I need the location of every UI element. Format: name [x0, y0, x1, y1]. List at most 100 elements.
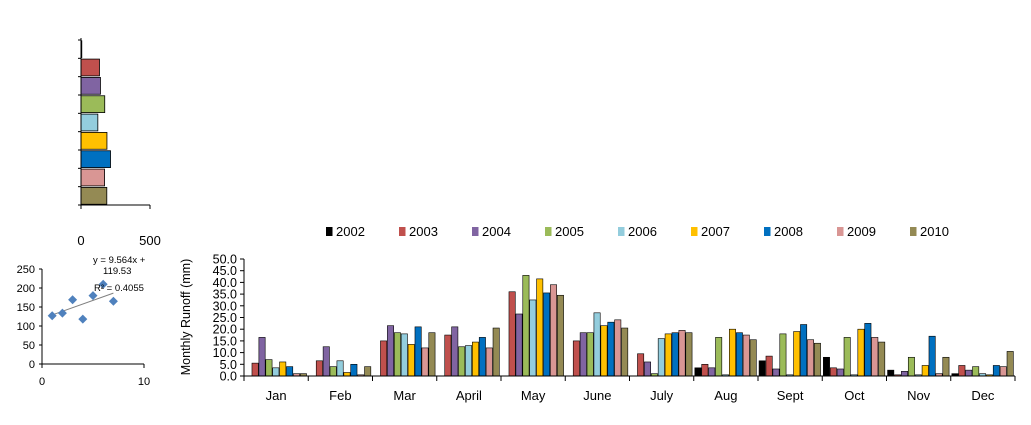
hbar-2006 [80, 113, 99, 132]
month-label-Aug: Aug [714, 388, 737, 403]
bar-Mar-2005 [393, 332, 401, 377]
bar-Aug-2010 [749, 339, 757, 377]
bar-Jan-2008 [286, 366, 294, 377]
bar-Aug-2009 [742, 334, 750, 377]
hbar-x-tick-label: 500 [139, 233, 161, 248]
scatter-point [88, 291, 98, 301]
month-label-Mar: Mar [393, 388, 416, 403]
bar-Mar-2010 [428, 332, 436, 377]
legend-swatch-2010 [910, 227, 917, 236]
bar-Feb-2004 [322, 346, 330, 377]
legend-label-2005: 2005 [555, 224, 584, 239]
bar-Feb-2008 [350, 363, 358, 377]
legend-swatch-2008 [764, 227, 771, 236]
r-squared-label: R² = 0.4055 [94, 283, 144, 294]
bar-April-2005 [458, 346, 466, 377]
bar-April-2003 [444, 334, 452, 377]
bar-June-2007 [600, 325, 608, 377]
bar-Feb-2003 [315, 360, 323, 377]
bar-April-2006 [465, 345, 473, 377]
legend-label-2007: 2007 [701, 224, 730, 239]
bar-Feb-2010 [364, 366, 372, 377]
hbar-2004 [80, 77, 101, 95]
scatter-y-tick-label: 200 [17, 283, 35, 295]
bar-July-2007 [664, 333, 672, 377]
scatter-point [108, 296, 118, 306]
bar-Feb-2005 [329, 366, 337, 377]
bar-June-2006 [593, 312, 601, 377]
scatter-point [57, 308, 67, 318]
legend-label-2004: 2004 [482, 224, 511, 239]
month-label-Nov: Nov [907, 388, 931, 403]
bar-June-2008 [607, 321, 615, 377]
bar-Aug-2008 [735, 332, 743, 377]
main-y-tick-label: 40.0 [213, 276, 237, 290]
month-label-July: July [650, 388, 674, 403]
bar-Sept-2005 [779, 333, 787, 377]
hbar-x-tick-label: 0 [77, 233, 84, 248]
annual-horizontal-bar-chart: 0 500 [77, 38, 161, 248]
bar-Mar-2009 [421, 347, 429, 377]
bar-July-2009 [678, 330, 686, 377]
bar-Aug-2003 [701, 363, 709, 377]
bar-Oct-2008 [864, 323, 872, 377]
bar-Jan-2006 [272, 367, 280, 377]
scatter-point [98, 279, 108, 289]
bar-Feb-2006 [336, 360, 344, 377]
bar-June-2004 [579, 332, 587, 377]
bar-May-2004 [515, 313, 523, 377]
bar-Jan-2003 [251, 362, 259, 377]
main-y-tick-label: 5.0 [220, 358, 237, 372]
hbar-2010 [80, 187, 108, 205]
bar-Mar-2008 [414, 326, 422, 377]
main-y-tick-label: 15.0 [213, 334, 237, 348]
legend-swatch-2009 [837, 227, 844, 236]
bar-Oct-2010 [878, 341, 886, 377]
bar-Aug-2007 [729, 328, 736, 377]
bar-Nov-2008 [928, 335, 936, 377]
scatter-point [47, 311, 57, 321]
hbar-2005 [80, 95, 106, 113]
bar-May-2008 [543, 292, 551, 377]
bar-April-2004 [451, 326, 459, 377]
bar-April-2010 [492, 327, 500, 377]
bar-April-2007 [472, 341, 479, 377]
bar-Mar-2003 [380, 340, 388, 377]
main-y-tick-label: 20.0 [213, 323, 237, 337]
legend-swatch-2005 [545, 227, 552, 236]
legend-label-2003: 2003 [409, 224, 438, 239]
legend-label-2008: 2008 [774, 224, 803, 239]
main-y-tick-label: 50.0 [213, 253, 237, 267]
bar-May-2006 [529, 299, 537, 377]
bar-April-2009 [485, 347, 493, 377]
bar-Dec-2010 [1006, 351, 1014, 377]
bar-Aug-2004 [708, 367, 716, 377]
hbar-2008 [80, 150, 111, 168]
month-label-Dec: Dec [971, 388, 995, 403]
scatter-y-tick-label: 100 [17, 321, 35, 333]
bar-July-2003 [637, 353, 645, 377]
bar-Oct-2007 [857, 328, 865, 377]
bar-Nov-2002 [887, 369, 895, 377]
bar-Oct-2005 [843, 337, 851, 377]
bar-June-2005 [586, 332, 594, 377]
legend-swatch-2002 [326, 227, 333, 236]
bar-Mar-2007 [407, 344, 415, 377]
bar-Jan-2007 [279, 361, 287, 377]
legend-label-2010: 2010 [920, 224, 949, 239]
main-y-tick-label: 10.0 [213, 346, 237, 360]
month-label-June: June [583, 388, 611, 403]
scatter-y-tick-label: 250 [17, 264, 35, 276]
trendline-equation-intercept: 119.53 [103, 266, 131, 277]
bar-Dec-2004 [965, 369, 973, 377]
month-label-April: April [456, 388, 482, 403]
month-label-Oct: Oct [844, 388, 865, 403]
bar-Sept-2007 [793, 331, 801, 377]
month-label-May: May [521, 388, 546, 403]
trendline-equation: y = 9.564x + [93, 255, 146, 266]
bar-Dec-2009 [999, 366, 1007, 377]
legend-swatch-2003 [399, 227, 406, 236]
bar-Oct-2004 [836, 368, 844, 377]
bar-May-2005 [522, 275, 530, 377]
month-label-Jan: Jan [266, 388, 287, 403]
